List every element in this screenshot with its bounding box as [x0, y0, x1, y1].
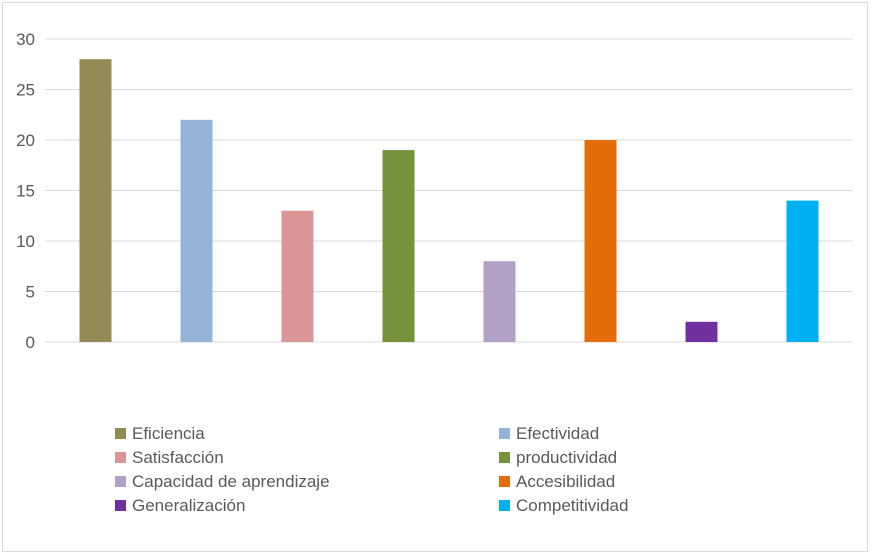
legend-swatch: [115, 476, 126, 487]
bar-7: [685, 321, 718, 342]
legend-label: Generalización: [132, 496, 245, 515]
y-tick-label: 25: [16, 81, 35, 100]
legend-swatch: [115, 452, 126, 463]
bar-1: [79, 59, 112, 342]
bar-6: [584, 140, 617, 342]
legend-swatch: [499, 428, 510, 439]
gridlines: [45, 38, 853, 343]
y-tick-label: 15: [16, 182, 35, 201]
legend-swatch: [115, 500, 126, 511]
legend-swatch: [499, 476, 510, 487]
bar-3: [281, 210, 314, 342]
y-tick-label: 10: [16, 232, 35, 251]
legend-swatch: [499, 452, 510, 463]
y-tick-label: 5: [26, 283, 35, 302]
bars: [79, 59, 819, 342]
legend-label: Competitividad: [516, 496, 628, 515]
y-axis-ticks: 0 5 10 15 20 25 30: [16, 30, 35, 352]
bar-5: [483, 261, 516, 342]
chart-frame: 0 5 10 15 20 25 30 Eficiencia Efectividad Satisf…: [2, 2, 868, 552]
y-tick-label: 20: [16, 131, 35, 150]
legend-label: Eficiencia: [132, 424, 205, 443]
legend-label: Efectividad: [516, 424, 599, 443]
legend-label: Capacidad de aprendizaje: [132, 472, 330, 491]
legend-label: Satisfacción: [132, 448, 224, 467]
legend-label: Accesibilidad: [516, 472, 615, 491]
legend: Eficiencia Efectividad Satisfacción product…: [115, 424, 628, 515]
y-tick-label: 0: [26, 333, 35, 352]
bar-chart: 0 5 10 15 20 25 30 Eficiencia Efectividad Satisf…: [16, 30, 853, 515]
bar-2: [180, 119, 213, 342]
legend-swatch: [115, 428, 126, 439]
bar-4: [382, 150, 415, 342]
legend-label: productividad: [516, 448, 617, 467]
legend-swatch: [499, 500, 510, 511]
bar-8: [786, 200, 819, 342]
y-tick-label: 30: [16, 30, 35, 49]
